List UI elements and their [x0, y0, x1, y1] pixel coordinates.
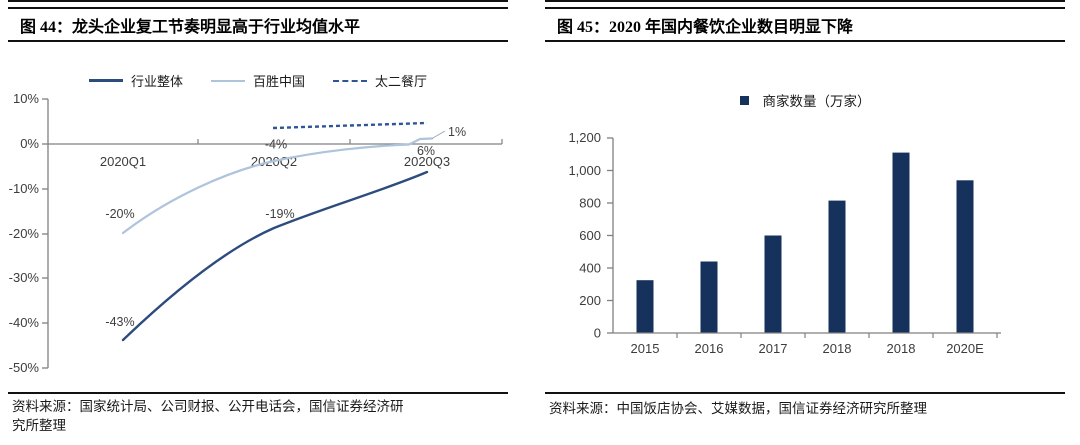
- source-line-1: 资料来源：国家统计局、公司财报、公开电话会，国信证券经济研: [12, 399, 404, 414]
- y-tick: 200: [579, 293, 601, 308]
- solid-light-line-swatch: [210, 79, 245, 82]
- figure-45-title: 图 45：2020 年国内餐饮企业数目明显下降: [557, 19, 854, 36]
- figure-45-panel: 图 45：2020 年国内餐饮企业数目明显下降 商家数量（万家） 1,200 1…: [545, 0, 1065, 445]
- x-tick: 2016: [695, 341, 724, 356]
- legend-item-industry: 行业整体: [88, 71, 183, 90]
- legend-item-merchants: 商家数量（万家）: [739, 90, 871, 110]
- y-tick: 400: [579, 261, 601, 276]
- line-chart-legend: 行业整体 百胜中国 太二餐厅: [8, 71, 508, 90]
- title-rule: [545, 40, 1065, 42]
- y-tick: 0: [594, 326, 601, 341]
- y-tick: 10%: [13, 91, 39, 106]
- x-tick: 2020Q3: [404, 154, 450, 169]
- x-tick: 2018: [887, 341, 916, 356]
- bar-2018: [828, 200, 846, 333]
- legend-label-taier: 太二餐厅: [375, 74, 428, 89]
- x-tick: 2018: [823, 341, 852, 356]
- label-yum-q2: -4%: [265, 138, 287, 152]
- legend-label-industry: 行业整体: [130, 74, 183, 89]
- bar-chart-legend: 商家数量（万家）: [545, 90, 1065, 110]
- bottom-rule: [545, 392, 1065, 394]
- series-industry-line: [121, 170, 429, 342]
- bar-series-swatch: [739, 95, 749, 105]
- y-tick: 1,000: [568, 163, 601, 178]
- y-axis: 1,200 1,000 800 600 400 200 0: [568, 130, 614, 341]
- dashed-line-swatch: [333, 79, 367, 82]
- y-tick: -10%: [9, 181, 40, 196]
- source-line-2: 究所整理: [12, 418, 66, 433]
- y-tick: -20%: [9, 226, 40, 241]
- figure-45-source: 资料来源：中国饭店协会、艾媒数据，国信证券经济研究所整理: [549, 399, 1061, 418]
- top-double-rule: [545, 0, 1065, 9]
- series-yum-line: [121, 137, 434, 235]
- bar-2015: [636, 280, 654, 333]
- figure-44-panel: 图 44：龙头企业复工节奏明显高于行业均值水平 行业整体 百胜中国 太二餐厅 1…: [8, 0, 508, 445]
- y-tick: 800: [579, 196, 601, 211]
- bar-series: [636, 152, 974, 334]
- bottom-rule: [8, 392, 508, 394]
- x-tick: 2017: [759, 341, 788, 356]
- legend-item-taier: 太二餐厅: [333, 71, 427, 90]
- x-tick: 2015: [631, 341, 660, 356]
- label-yum-q1: -20%: [105, 207, 134, 221]
- source-line-1: 资料来源：中国饭店协会、艾媒数据，国信证券经济研究所整理: [549, 401, 927, 416]
- label-callout-line: [431, 130, 446, 139]
- y-tick: -30%: [9, 270, 40, 285]
- series-taier-dashed-line: [272, 121, 428, 130]
- y-axis: 10% 0% -10% -20% -30% -40% -50%: [9, 91, 49, 375]
- figure-44-title: 图 44：龙头企业复工节奏明显高于行业均值水平: [20, 19, 361, 36]
- bar-2016: [700, 261, 718, 333]
- bar-2018: [892, 152, 910, 333]
- legend-label-yum: 百胜中国: [252, 74, 305, 89]
- y-tick: 600: [579, 228, 601, 243]
- x-tick: 2020E: [946, 341, 984, 356]
- legend-item-yum: 百胜中国: [210, 71, 305, 90]
- x-axis: 2015 2016 2017 2018 2018 2020E: [613, 332, 1001, 356]
- label-industry-q3: 6%: [417, 144, 435, 158]
- title-rule: [8, 40, 508, 42]
- legend-label-merchants: 商家数量（万家）: [762, 94, 871, 109]
- point-labels: -43% -20% -19% -4% 6% 1%: [105, 125, 466, 329]
- bar-2020E: [956, 180, 974, 334]
- figure-44-source: 资料来源：国家统计局、公司财报、公开电话会，国信证券经济研 究所整理: [12, 397, 504, 435]
- top-double-rule: [8, 0, 508, 9]
- y-tick: -40%: [9, 315, 40, 330]
- solid-dark-line-swatch: [88, 79, 123, 82]
- line-chart-svg: 10% 0% -10% -20% -30% -40% -50% 2020Q1 2…: [9, 91, 503, 375]
- bar-chart-svg: 1,200 1,000 800 600 400 200 0 2015 2016 …: [568, 130, 1001, 356]
- bar-2017: [764, 235, 782, 333]
- y-tick: 0%: [20, 136, 39, 151]
- y-tick: -50%: [9, 360, 40, 375]
- label-yum-q3: 1%: [448, 125, 466, 139]
- label-industry-q2: -19%: [265, 207, 294, 221]
- y-tick: 1,200: [568, 130, 601, 145]
- label-industry-q1: -43%: [105, 315, 134, 329]
- x-tick: 2020Q1: [100, 154, 146, 169]
